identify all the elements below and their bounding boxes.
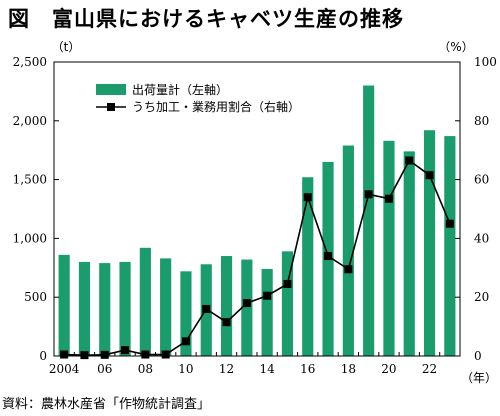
bar-2021 [403,151,415,356]
x-tick-label: 06 [97,362,112,376]
bar-2010 [180,271,192,356]
tick-labels: 0 500 1,000 1,500 2,000 2,500 0 20 40 60 80 100 2004… [13,40,497,385]
line-point-2020 [384,194,393,203]
left-tick-label: 0 [39,349,47,363]
line-point-2011 [202,304,211,313]
bar-2023 [444,136,456,356]
left-tick-label: 1,000 [13,231,47,245]
line-point-2007 [121,346,130,355]
right-tick-label: 40 [474,231,489,245]
line-point-2016 [303,193,312,202]
bar-2020 [383,140,395,356]
right-axis-unit: （%） [438,40,473,54]
line-point-2010 [181,337,190,346]
left-axis-unit: （t） [52,40,81,54]
x-tick-label: 14 [260,362,276,376]
right-tick-label: 100 [474,55,497,69]
bar-2009 [160,258,172,356]
bar-2016 [302,177,314,356]
line-point-2019 [364,190,373,199]
legend-bar-swatch [96,84,126,95]
x-tick-label: 2004 [49,362,80,376]
legend-line-marker [107,103,115,111]
bar-2006 [99,263,111,356]
line-point-2008 [141,350,150,359]
legend-line-label: うち加工・業務用割合（右軸） [132,99,300,114]
line-point-2015 [283,279,292,288]
right-tick-label: 20 [474,290,489,304]
line-point-2017 [324,252,333,261]
line-point-2014 [263,291,272,300]
right-tick-label: 0 [474,349,482,363]
x-tick-label: 16 [300,362,315,376]
bar-series [58,85,456,357]
x-axis-unit: （年） [461,371,497,385]
left-tick-label: 1,500 [13,173,47,187]
bar-2014 [261,268,273,356]
bar-2008 [139,247,151,356]
x-tick-label: 08 [138,362,153,376]
chart-title: 図 富山県におけるキャベツ生産の推移 [8,7,404,31]
line-point-2006 [100,350,109,359]
right-tick-label: 80 [474,114,489,128]
x-tick-label: 20 [381,362,396,376]
line-point-2018 [344,265,353,274]
bar-2022 [423,130,436,356]
line-point-2023 [445,219,454,228]
line-point-2009 [161,350,170,359]
bar-2005 [78,261,91,356]
x-tick-label: 22 [422,362,437,376]
bar-2018 [342,145,354,356]
left-tick-label: 2,000 [13,114,47,128]
left-tick-label: 500 [24,290,47,304]
line-point-2005 [80,351,89,360]
line-series [60,156,454,360]
chart-legend: 出荷量計（左軸） うち加工・業務用割合（右軸） [96,82,300,114]
x-tick-label: 18 [341,362,356,376]
legend-bar-label: 出荷量計（左軸） [132,82,228,97]
chart-axes [53,61,461,357]
line-point-2012 [222,318,231,327]
bar-2012 [220,256,233,356]
bar-2007 [119,261,131,356]
source-note: 資料：農林水産省「作物統計調査」 [2,397,211,412]
line-point-2022 [425,171,434,180]
bar-2019 [363,85,375,357]
line-point-2004 [60,350,69,359]
line-point-2021 [405,156,414,165]
right-tick-label: 60 [474,173,489,187]
x-tick-label: 12 [219,362,234,376]
bar-2004 [58,254,70,356]
bar-2015 [281,251,294,356]
bar-2013 [241,259,253,356]
x-tick-label: 10 [178,362,193,376]
left-tick-label: 2,500 [13,55,47,69]
line-point-2013 [242,299,251,308]
